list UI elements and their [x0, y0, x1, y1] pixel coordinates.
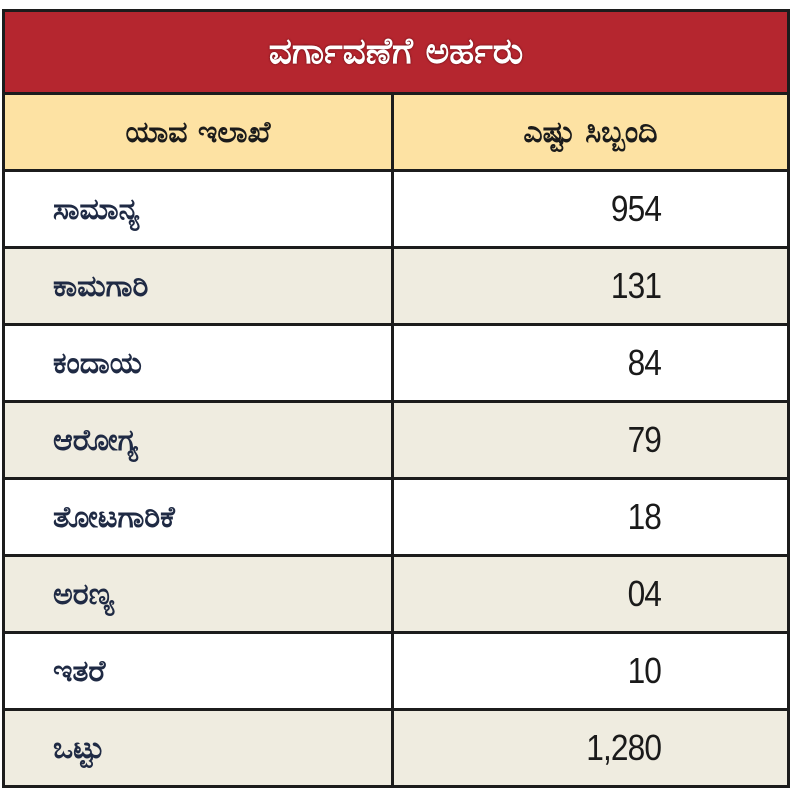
- staff-count: 04: [627, 573, 662, 614]
- total-staff-count: 1,280: [586, 727, 662, 768]
- table-row: ಆರೋಗ್ಯ 79: [5, 403, 787, 480]
- table-row: ಅರಣ್ಯ 04: [5, 557, 787, 634]
- table-row: ಸಾಮಾನ್ಯ 954: [5, 172, 787, 249]
- staff-count: 10: [627, 650, 662, 691]
- header-department: ಯಾವ ಇಲಾಖೆ: [5, 95, 394, 169]
- table-title: ವರ್ಗಾವಣೆಗೆ ಅರ್ಹರು: [5, 12, 787, 95]
- table-row: ಕಾಮಗಾರಿ 131: [5, 249, 787, 326]
- staff-count: 131: [610, 265, 662, 306]
- table-header-row: ಯಾವ ಇಲಾಖೆ ಎಷ್ಟು ಸಿಬ್ಬಂದಿ: [5, 95, 787, 172]
- eligible-transfers-table: ವರ್ಗಾವಣೆಗೆ ಅರ್ಹರು ಯಾವ ಇಲಾಖೆ ಎಷ್ಟು ಸಿಬ್ಬಂ…: [2, 9, 790, 788]
- total-label: ಒಟ್ಟು: [53, 730, 105, 766]
- table-total-row: ಒಟ್ಟು 1,280: [5, 711, 787, 785]
- staff-count: 79: [627, 419, 662, 460]
- department-label: ತೋಟಗಾರಿಕೆ: [53, 499, 175, 535]
- staff-count: 18: [627, 496, 662, 537]
- department-label: ಕಂದಾಯ: [53, 345, 142, 381]
- department-label: ಇತರೆ: [53, 653, 106, 689]
- table-row: ತೋಟಗಾರಿಕೆ 18: [5, 480, 787, 557]
- department-label: ಆರೋಗ್ಯ: [53, 422, 139, 458]
- department-label: ಸಾಮಾನ್ಯ: [53, 191, 140, 227]
- table-row: ಇತರೆ 10: [5, 634, 787, 711]
- department-label: ಕಾಮಗಾರಿ: [53, 268, 149, 304]
- department-label: ಅರಣ್ಯ: [53, 576, 115, 612]
- staff-count: 84: [627, 342, 662, 383]
- staff-count: 954: [610, 188, 662, 229]
- table-row: ಕಂದಾಯ 84: [5, 326, 787, 403]
- header-staff-count: ಎಷ್ಟು ಸಿಬ್ಬಂದಿ: [523, 114, 658, 150]
